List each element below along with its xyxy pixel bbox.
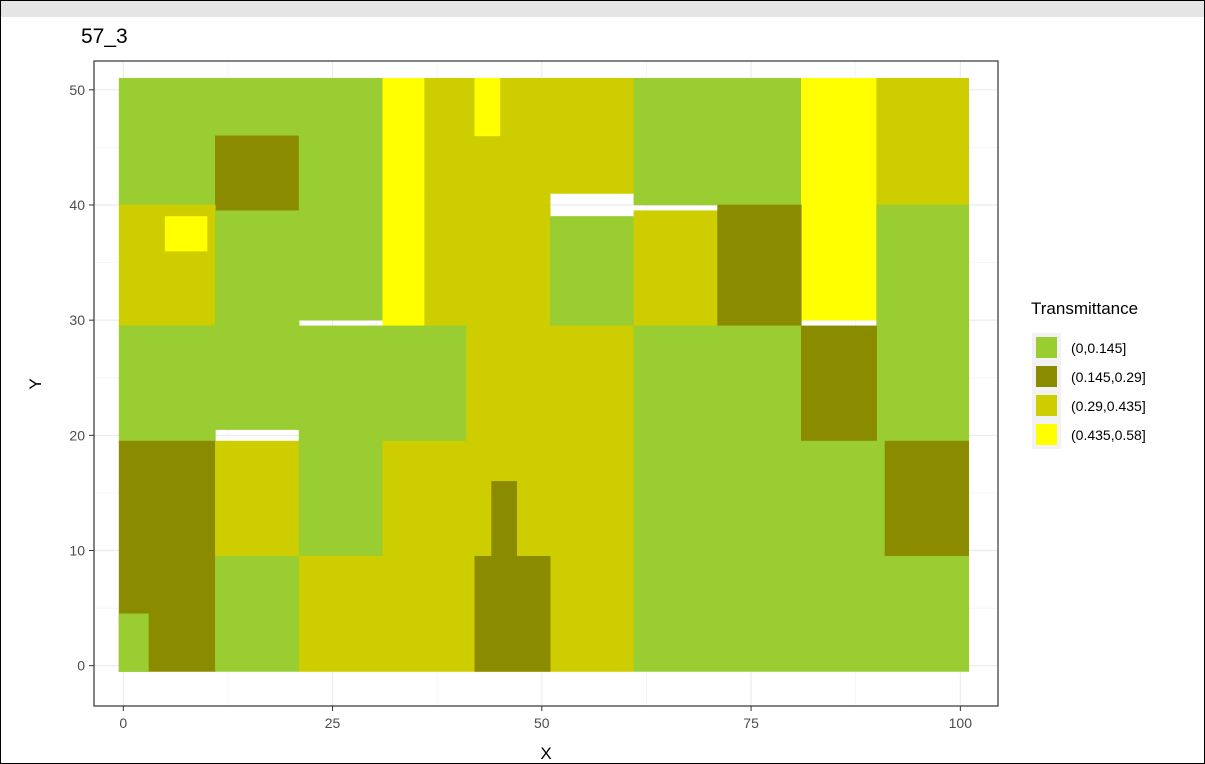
x-tick-label: 25 [325,715,341,731]
legend-entries: (0,0.145] (0.145,0.29] (0.29,0.435] (0.435,… [1032,333,1146,449]
heatmap-region [298,325,467,442]
legend-swatch [1036,366,1057,387]
heatmap-region [164,216,208,252]
heatmap-region [298,440,384,557]
heatmap-region [491,481,518,557]
heatmap-region [215,135,300,212]
heatmap-region [633,210,718,327]
y-tick-label: 0 [77,658,85,674]
y-tick-label: 40 [69,197,85,213]
heatmap-region [118,613,149,672]
y-tick-label: 20 [69,427,85,443]
heatmap-region [633,77,802,206]
plot-border [93,60,999,707]
heatmap-region [717,204,802,327]
chart-title: 57_3 [81,25,128,48]
heatmap-region [876,204,970,442]
y-axis: 0 10 20 30 40 50 [69,82,94,674]
heatmap-region [884,440,970,557]
x-tick-label: 0 [119,715,127,731]
y-tick-label: 30 [69,312,85,328]
heatmap-region [215,440,300,557]
y-axis-title: Y [26,378,45,389]
legend-swatch [1036,337,1057,358]
heatmap-region [466,325,635,442]
x-tick-label: 75 [743,715,759,731]
legend-label: (0.435,0.58] [1071,427,1146,443]
legend-swatch [1036,424,1057,445]
legend: Transmittance (0,0.145] (0.145,0.29] (0.29… [1031,299,1146,449]
heatmap-region [215,555,300,672]
legend-swatch [1036,395,1057,416]
y-tick-label: 10 [69,543,85,559]
heatmap-region [118,325,216,442]
heatmap-region [215,210,300,430]
legend-label: (0,0.145] [1071,340,1126,356]
heatmap-region [800,325,877,442]
window-top-bar [1,1,1204,17]
x-axis: 0 25 50 75 100 [119,706,972,731]
heatmap-region [876,77,970,206]
heatmap-region [474,77,501,137]
legend-label: (0.145,0.29] [1071,369,1146,385]
y-tick-label: 50 [69,82,85,98]
heatmap-region [424,193,551,327]
heatmap-region [549,216,635,327]
heatmap-region [382,440,467,557]
x-tick-label: 50 [534,715,550,731]
heatmap-region [633,440,886,672]
x-axis-title: X [540,744,551,763]
heatmap-region [298,77,384,321]
heatmap-region [474,555,551,672]
legend-label: (0.29,0.435] [1071,398,1146,414]
legend-title: Transmittance [1031,299,1138,318]
heatmap-region [884,555,970,672]
x-tick-label: 100 [949,715,973,731]
heatmap-region [298,555,467,672]
heatmap-region [424,77,635,194]
heatmap-region [633,325,802,442]
heatmap-region [382,77,425,327]
data-regions [118,77,970,672]
heatmap-region [800,77,877,321]
